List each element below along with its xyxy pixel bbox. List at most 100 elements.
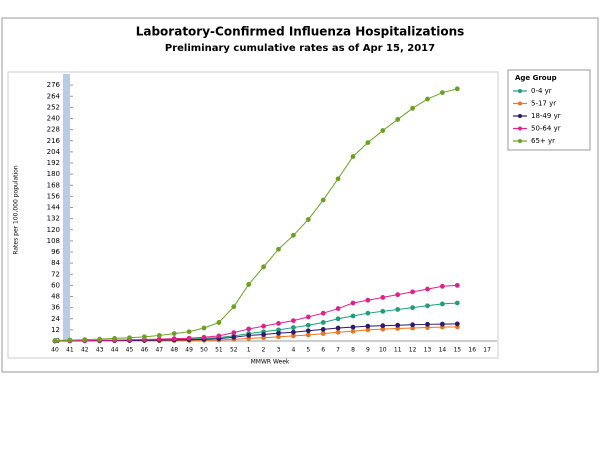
data-point [276, 334, 281, 340]
data-point [261, 323, 266, 329]
y-tick-label: 156 [47, 192, 61, 200]
legend-label: 5-17 yr [531, 100, 556, 108]
data-point [320, 327, 326, 332]
y-tick-label: 168 [47, 181, 60, 189]
data-point [216, 333, 222, 339]
x-tick-label: 13 [424, 347, 432, 354]
y-tick-label: 36 [51, 304, 60, 312]
data-point [320, 331, 326, 336]
data-point [127, 335, 132, 341]
data-point [365, 327, 371, 333]
data-point [186, 329, 192, 335]
data-point [305, 217, 311, 222]
data-point [291, 325, 296, 330]
data-point [156, 336, 162, 342]
data-point [305, 332, 311, 338]
legend-label: 0-4 yr [531, 87, 552, 95]
data-point [231, 334, 237, 340]
data-point [365, 323, 371, 329]
x-tick-label: 15 [453, 347, 461, 354]
data-point [216, 320, 222, 325]
data-point [246, 326, 252, 332]
x-tick-label: 2 [262, 347, 266, 354]
data-point [276, 246, 281, 252]
data-point [291, 232, 296, 238]
axis-strip [63, 74, 70, 341]
data-point [454, 282, 460, 288]
x-axis-label: MMWR Week [251, 359, 290, 366]
series-line [54, 284, 458, 342]
data-point [440, 321, 445, 327]
legend-label: 65+ yr [531, 137, 555, 145]
data-point [350, 324, 356, 330]
y-tick-label: 240 [47, 115, 60, 123]
data-point [380, 128, 386, 133]
data-point [410, 305, 415, 311]
data-point [395, 322, 401, 328]
data-point [171, 331, 177, 336]
y-tick-label: 132 [47, 215, 60, 223]
data-point [410, 105, 415, 111]
data-point [320, 320, 326, 325]
data-point [380, 295, 386, 300]
y-tick-label: 228 [47, 126, 60, 134]
data-point [305, 322, 311, 328]
x-tick-label: 48 [170, 347, 178, 354]
x-tick-label: 40 [51, 347, 59, 354]
y-tick-label: 276 [47, 81, 61, 89]
data-point [291, 329, 296, 335]
x-tick-label: 43 [96, 347, 104, 354]
data-point [410, 322, 415, 328]
y-tick-label: 252 [47, 103, 60, 111]
y-tick-label: 144 [47, 204, 61, 212]
data-point [97, 336, 103, 342]
data-point [335, 306, 341, 311]
data-point [380, 308, 386, 314]
legend-marker [518, 139, 522, 143]
x-tick-label: 8 [351, 347, 355, 354]
legend-marker [518, 101, 522, 106]
y-tick-label: 60 [51, 281, 60, 289]
data-point [320, 197, 326, 203]
chart-title: Laboratory-Confirmed Influenza Hospitali… [136, 25, 465, 39]
legend-marker [518, 126, 522, 131]
data-point [320, 310, 326, 316]
data-point [395, 292, 401, 298]
data-point [335, 316, 341, 322]
legend-title: Age Group [515, 74, 557, 82]
y-tick-label: 48 [51, 293, 60, 301]
data-point [201, 334, 207, 340]
data-point [82, 337, 88, 343]
data-point [380, 323, 386, 329]
data-point [305, 314, 311, 320]
y-tick-label: 264 [47, 92, 61, 100]
chart-subtitle: Preliminary cumulative rates as of Apr 1… [165, 43, 435, 54]
data-point [142, 334, 147, 340]
x-tick-label: 10 [379, 347, 387, 354]
data-point [395, 307, 401, 312]
data-point [454, 86, 460, 92]
data-point [350, 300, 356, 306]
x-tick-label: 42 [81, 347, 89, 354]
y-tick-label: 180 [47, 170, 60, 178]
data-point [276, 330, 281, 336]
data-point [201, 325, 207, 331]
data-point [67, 337, 73, 343]
data-point [291, 333, 296, 339]
x-tick-label: 45 [126, 347, 134, 354]
x-tick-label: 4 [291, 347, 295, 354]
x-tick-label: 47 [155, 347, 163, 354]
x-tick-label: 1 [247, 347, 251, 354]
data-point [425, 303, 430, 309]
y-tick-label: 24 [51, 315, 60, 323]
data-point [246, 333, 252, 338]
legend-marker [518, 114, 522, 118]
x-tick-label: 41 [66, 347, 74, 354]
x-tick-label: 51 [215, 347, 223, 354]
data-point [186, 335, 192, 341]
x-tick-label: 7 [336, 347, 340, 354]
x-tick-label: 46 [141, 347, 149, 354]
data-point [350, 328, 356, 334]
data-point [425, 96, 430, 102]
